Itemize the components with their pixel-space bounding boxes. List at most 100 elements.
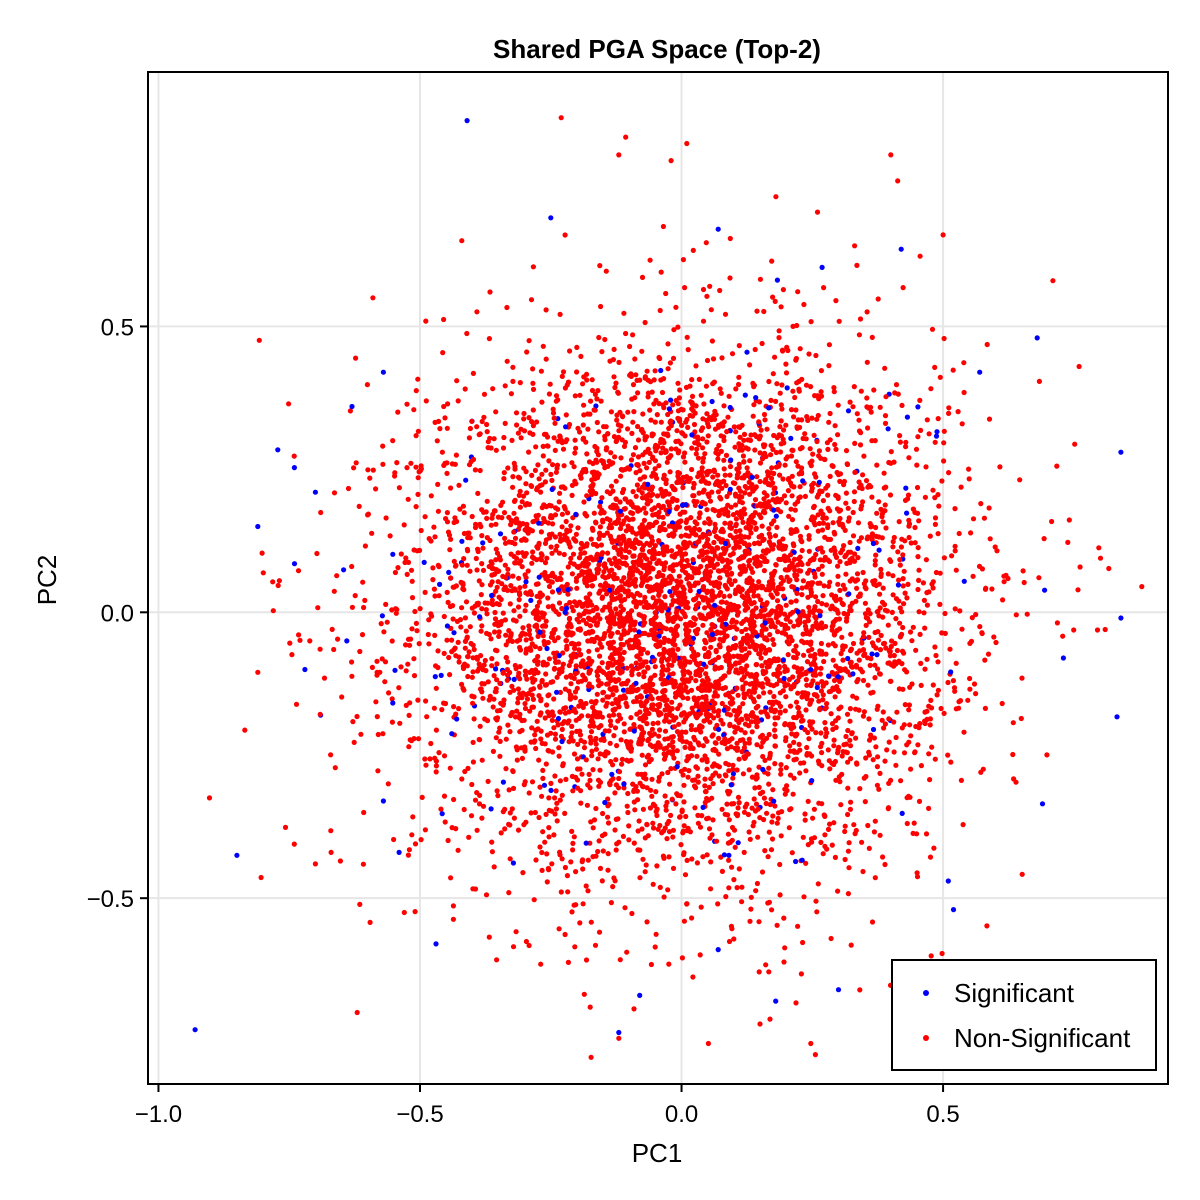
non-significant-point bbox=[423, 762, 429, 768]
non-significant-point bbox=[523, 938, 530, 945]
non-significant-point bbox=[710, 507, 716, 513]
non-significant-point bbox=[819, 750, 825, 756]
non-significant-point bbox=[509, 806, 515, 812]
non-significant-point bbox=[742, 566, 749, 573]
non-significant-point bbox=[472, 797, 479, 803]
non-significant-point bbox=[862, 600, 869, 606]
non-significant-point bbox=[629, 669, 635, 675]
non-significant-point bbox=[781, 915, 787, 921]
non-significant-point bbox=[771, 671, 777, 677]
non-significant-point bbox=[770, 813, 776, 819]
non-significant-point bbox=[684, 334, 690, 340]
non-significant-point bbox=[570, 551, 577, 557]
non-significant-point bbox=[468, 813, 475, 819]
non-significant-point bbox=[795, 463, 801, 469]
non-significant-point bbox=[625, 588, 631, 594]
non-significant-point bbox=[540, 443, 546, 449]
non-significant-point bbox=[679, 955, 686, 961]
non-significant-point bbox=[562, 931, 568, 938]
non-significant-point bbox=[526, 501, 533, 507]
non-significant-point bbox=[641, 460, 647, 466]
non-significant-point bbox=[770, 637, 776, 643]
non-significant-point bbox=[941, 428, 947, 434]
non-significant-point bbox=[623, 681, 629, 687]
non-significant-point bbox=[961, 360, 967, 366]
non-significant-point bbox=[822, 720, 828, 726]
non-significant-point bbox=[493, 521, 499, 527]
non-significant-point bbox=[956, 699, 962, 705]
non-significant-point bbox=[616, 428, 622, 434]
non-significant-point bbox=[725, 706, 731, 712]
non-significant-point bbox=[379, 656, 385, 662]
non-significant-point bbox=[674, 623, 681, 629]
non-significant-point bbox=[494, 957, 500, 963]
non-significant-point bbox=[770, 294, 776, 300]
non-significant-point bbox=[680, 257, 687, 263]
non-significant-point bbox=[698, 687, 704, 693]
non-significant-point bbox=[966, 476, 972, 482]
non-significant-point bbox=[767, 632, 773, 638]
non-significant-point bbox=[712, 408, 718, 414]
non-significant-point bbox=[543, 811, 549, 818]
non-significant-point bbox=[516, 575, 522, 581]
non-significant-point bbox=[643, 776, 649, 782]
non-significant-point bbox=[897, 620, 903, 626]
non-significant-point bbox=[752, 808, 759, 814]
non-significant-point bbox=[900, 552, 906, 558]
non-significant-point bbox=[704, 766, 710, 772]
non-significant-point bbox=[817, 671, 824, 677]
non-significant-point bbox=[600, 519, 606, 525]
non-significant-point bbox=[890, 573, 896, 579]
non-significant-point bbox=[485, 679, 491, 685]
non-significant-point bbox=[735, 692, 741, 698]
non-significant-point bbox=[880, 854, 886, 860]
non-significant-point bbox=[549, 861, 555, 867]
significant-point bbox=[463, 477, 469, 483]
non-significant-point bbox=[835, 402, 841, 408]
non-significant-point bbox=[552, 447, 558, 453]
non-significant-point bbox=[538, 368, 545, 374]
non-significant-point bbox=[475, 490, 481, 496]
non-significant-point bbox=[479, 815, 485, 821]
non-significant-point bbox=[908, 766, 914, 772]
non-significant-point bbox=[537, 684, 543, 690]
non-significant-point bbox=[592, 737, 598, 743]
non-significant-point bbox=[649, 627, 655, 634]
non-significant-point bbox=[721, 419, 727, 425]
non-significant-point bbox=[914, 870, 920, 876]
non-significant-point bbox=[691, 621, 698, 628]
non-significant-point bbox=[637, 540, 643, 546]
non-significant-point bbox=[700, 416, 706, 422]
non-significant-point bbox=[748, 585, 754, 591]
non-significant-point bbox=[764, 426, 770, 432]
non-significant-point bbox=[899, 402, 905, 408]
non-significant-point bbox=[756, 579, 762, 585]
non-significant-point bbox=[608, 778, 614, 784]
non-significant-point bbox=[602, 728, 608, 734]
non-significant-point bbox=[555, 722, 561, 728]
non-significant-point bbox=[504, 304, 510, 311]
non-significant-point bbox=[726, 579, 732, 585]
non-significant-point bbox=[577, 728, 583, 734]
non-significant-point bbox=[521, 410, 527, 417]
non-significant-point bbox=[850, 404, 856, 410]
non-significant-point bbox=[866, 749, 872, 755]
non-significant-point bbox=[795, 562, 801, 568]
non-significant-point bbox=[1036, 575, 1042, 581]
non-significant-point bbox=[364, 382, 370, 388]
non-significant-point bbox=[565, 889, 571, 895]
non-significant-point bbox=[464, 562, 470, 568]
non-significant-point bbox=[585, 782, 591, 788]
non-significant-point bbox=[847, 743, 854, 749]
non-significant-point bbox=[918, 682, 924, 689]
non-significant-point bbox=[693, 703, 699, 709]
non-significant-point bbox=[650, 820, 656, 826]
non-significant-point bbox=[908, 540, 914, 546]
non-significant-point bbox=[681, 782, 687, 788]
non-significant-point bbox=[656, 463, 662, 469]
non-significant-point bbox=[746, 736, 752, 742]
non-significant-point bbox=[711, 563, 717, 569]
non-significant-point bbox=[825, 522, 831, 528]
non-significant-point bbox=[984, 341, 990, 348]
non-significant-point bbox=[685, 347, 691, 353]
